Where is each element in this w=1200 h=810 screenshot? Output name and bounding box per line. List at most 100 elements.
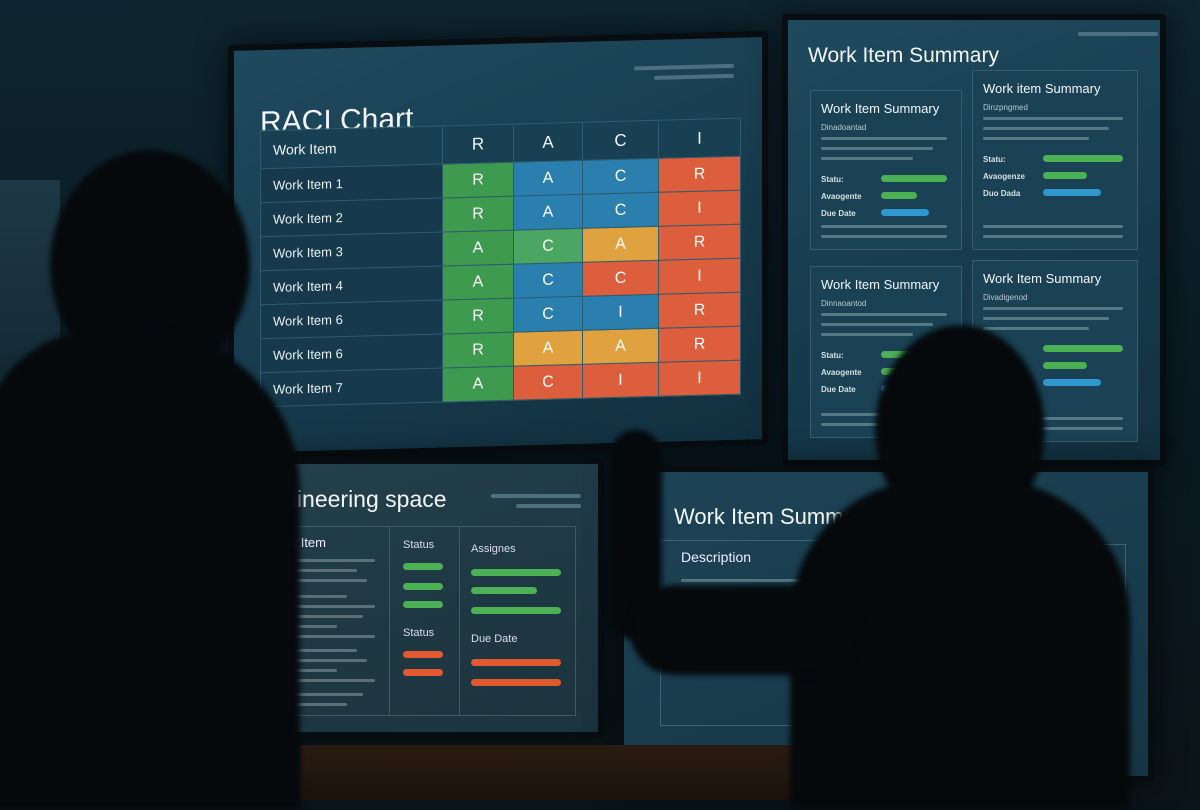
text-line <box>983 317 1109 320</box>
card-subtitle: Dinzpngmed <box>983 103 1028 112</box>
work-item-label: Work Item 3 <box>260 231 443 271</box>
text-line <box>821 225 947 228</box>
status-bar <box>1043 155 1123 162</box>
due-date-label: Duo Dada <box>983 189 1021 198</box>
col-assignees: Assignes <box>471 543 516 555</box>
col-status-2: Status <box>403 627 435 639</box>
summary-card: Work item Summary Dinzpngmed Statu: Avao… <box>972 70 1138 250</box>
assignee-bar <box>471 587 537 594</box>
person-right-upper-arm <box>630 585 860 675</box>
header-c: C <box>582 120 659 161</box>
raci-cell: R <box>658 224 741 261</box>
raci-cell: R <box>658 156 741 193</box>
decor-dash <box>491 494 581 498</box>
raci-cell: A <box>513 330 583 367</box>
header-work-item: Work Item <box>260 125 443 169</box>
raci-cell: I <box>582 362 659 399</box>
due-date-bar <box>1043 379 1101 386</box>
raci-cell: A <box>582 328 659 365</box>
raci-cell: C <box>582 260 659 297</box>
raci-cell: I <box>658 360 741 397</box>
card-title: Work Item Summary <box>983 271 1102 286</box>
raci-cell: I <box>658 190 741 227</box>
due-date-label: Due Date <box>821 385 856 394</box>
text-line <box>983 327 1089 330</box>
decor-dash <box>1078 32 1158 36</box>
assignee-bar <box>471 569 561 576</box>
status-bar <box>403 651 443 658</box>
status-bar <box>1043 345 1123 352</box>
text-line <box>267 569 357 572</box>
assignee-label: Avaogente <box>821 192 862 201</box>
raci-cell: C <box>582 158 659 195</box>
text-line <box>267 615 363 618</box>
col-divider <box>389 527 390 715</box>
text-line <box>267 579 367 582</box>
due-date-bar <box>471 679 561 686</box>
due-date-label: Due Date <box>821 209 856 218</box>
engineering-table: Work Item Status Assignes Status Due Dat… <box>258 526 576 716</box>
card-subtitle: Dinadoantad <box>821 123 867 132</box>
text-line <box>267 649 357 652</box>
raci-cell: C <box>513 296 583 333</box>
raci-cell: A <box>513 160 583 197</box>
status-bar <box>403 583 443 590</box>
decor-dash <box>654 73 734 80</box>
raci-cell: A <box>442 264 514 300</box>
raci-cell: I <box>582 294 659 331</box>
raci-cell: A <box>513 194 583 231</box>
text-line <box>267 559 375 562</box>
summary-title: Work Item Summary <box>808 44 999 67</box>
assignee-bar <box>881 192 918 199</box>
text-line <box>267 679 375 682</box>
raci-cell: R <box>442 332 514 368</box>
summary-card: Work Item Summary Dinadoantad Statu: Ava… <box>810 90 962 250</box>
raci-cell: C <box>582 192 659 229</box>
status-bar <box>403 669 443 676</box>
decor-dash <box>634 63 734 71</box>
person-left-body <box>0 330 300 810</box>
raci-cell: A <box>442 230 514 266</box>
col-divider <box>459 527 460 715</box>
work-item-label: Work Item 1 <box>260 163 443 203</box>
raci-cell: R <box>442 298 514 334</box>
text-line <box>821 333 913 336</box>
work-item-label: Work Item 7 <box>260 367 443 407</box>
raci-cell: R <box>442 196 514 232</box>
text-line <box>983 235 1123 238</box>
text-line <box>267 703 347 706</box>
text-line <box>681 579 841 582</box>
assignee-bar <box>1043 172 1087 179</box>
text-line <box>983 127 1109 130</box>
raci-screen: RACI Chart Work Item R A C I Work Item 1… <box>234 37 762 453</box>
status-bar <box>881 175 947 182</box>
raci-table: Work Item R A C I Work Item 1 R A C R Work It… <box>260 118 741 408</box>
status-label: Statu: <box>821 175 844 184</box>
text-line <box>983 427 1123 430</box>
raci-cell: A <box>442 366 514 402</box>
text-line <box>821 137 947 140</box>
raci-cell: A <box>582 226 659 263</box>
text-line <box>267 625 337 628</box>
text-line <box>821 313 947 316</box>
work-item-label: Work Item 6 <box>260 299 443 339</box>
header-a: A <box>513 122 583 163</box>
text-line <box>983 117 1123 120</box>
raci-cell: C <box>513 364 583 401</box>
card-title: Work Item Summary <box>821 277 940 292</box>
text-line <box>267 659 367 662</box>
status-label: Statu: <box>821 351 844 360</box>
raci-cell: C <box>513 262 583 299</box>
raci-monitor: RACI Chart Work Item R A C I Work Item 1… <box>228 30 768 460</box>
card-title: Work Item Summary <box>821 101 940 116</box>
text-line <box>821 157 913 160</box>
text-line <box>267 693 363 696</box>
due-date-bar <box>471 659 561 666</box>
work-item-label: Work Item 6 <box>260 333 443 373</box>
due-date-bar <box>881 209 929 216</box>
status-label: Statu: <box>983 155 1006 164</box>
raci-cell: I <box>658 258 741 295</box>
assignee-label: Avaogenze <box>983 172 1025 181</box>
raci-cell: R <box>442 162 514 198</box>
text-line <box>983 225 1123 228</box>
